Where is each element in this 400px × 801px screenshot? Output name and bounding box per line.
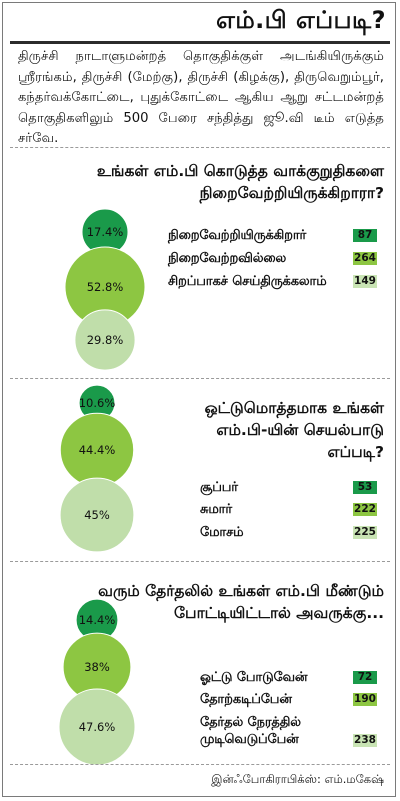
legend-value-1-2: 264 bbox=[353, 252, 377, 265]
legend-value-1-3: 149 bbox=[353, 275, 377, 288]
bubble-label-2-2: 44.4% bbox=[79, 443, 116, 457]
section-divider bbox=[10, 147, 390, 148]
chart1-question: உங்கள் எம்.பி கொடுத்த வாக்குறுதிகளை நிறை… bbox=[96, 162, 384, 202]
legend-label-2-2: சுமார் bbox=[200, 502, 233, 517]
bubble-label-3-3: 47.6% bbox=[79, 720, 116, 734]
bubble-2-3 bbox=[59, 477, 135, 553]
legend-value-3-3: 238 bbox=[353, 734, 377, 747]
legend-value-3-2: 190 bbox=[353, 693, 377, 706]
bubble-label-3-1: 14.4% bbox=[79, 613, 116, 627]
bubble-label-1-3: 29.8% bbox=[87, 333, 124, 347]
bubble-label-3-2: 38% bbox=[84, 660, 110, 674]
legend-label-3-1: ஓட்டு போடுவேன் bbox=[200, 670, 308, 685]
legend-value-2-3: 225 bbox=[353, 526, 377, 539]
bubble-label-1-1: 17.4% bbox=[87, 225, 124, 239]
bubble-1-3 bbox=[74, 309, 136, 371]
infographic-frame bbox=[2, 2, 396, 797]
bubble-label-2-1: 10.6% bbox=[79, 396, 116, 410]
bubble-label-1-2: 52.8% bbox=[87, 280, 124, 294]
chart2-question: ஒட்டுமொத்தமாக உங்கள் எம்.பி-யின் செயல்பா… bbox=[204, 399, 384, 461]
title-rule bbox=[10, 41, 390, 44]
legend-value-1-1: 87 bbox=[353, 229, 377, 242]
legend-label-1-2: நிறைவேற்றவில்லை bbox=[168, 251, 287, 266]
chart3-question: வரும் தேர்தலில் உங்கள் எம்.பி மீண்டும் ப… bbox=[98, 582, 384, 622]
legend-label-2-1: சூப்பர் bbox=[200, 480, 238, 495]
legend-value-3-1: 72 bbox=[353, 671, 377, 684]
bubble-3-3 bbox=[58, 688, 136, 766]
page-title: எம்.பி எப்படி? bbox=[216, 6, 386, 34]
footer-rule bbox=[10, 764, 390, 765]
legend-label-3-2: தோற்கடிப்பேன் bbox=[200, 692, 292, 707]
legend-label-3-3: தேர்தல் நேரத்தில் முடிவெடுப்பேன் bbox=[200, 715, 301, 747]
credit-text: இன்ஃபோகிராபிக்ஸ்: எம்.மகேஷ் bbox=[211, 772, 384, 786]
legend-label-1-1: நிறைவேற்றியிருக்கிறார் bbox=[168, 228, 307, 243]
legend-value-2-2: 222 bbox=[353, 503, 377, 516]
legend-label-2-3: மோசம் bbox=[200, 525, 244, 540]
legend-label-1-3: சிறப்பாகச் செய்திருக்கலாம் bbox=[168, 274, 327, 289]
intro-text: திருச்சி நாடாளுமன்றத் தொகுதிக்குள் அடங்க… bbox=[18, 49, 384, 146]
section-divider bbox=[10, 378, 390, 379]
section-divider bbox=[10, 561, 390, 562]
bubble-label-2-3: 45% bbox=[84, 508, 110, 522]
legend-value-2-1: 53 bbox=[353, 481, 377, 494]
